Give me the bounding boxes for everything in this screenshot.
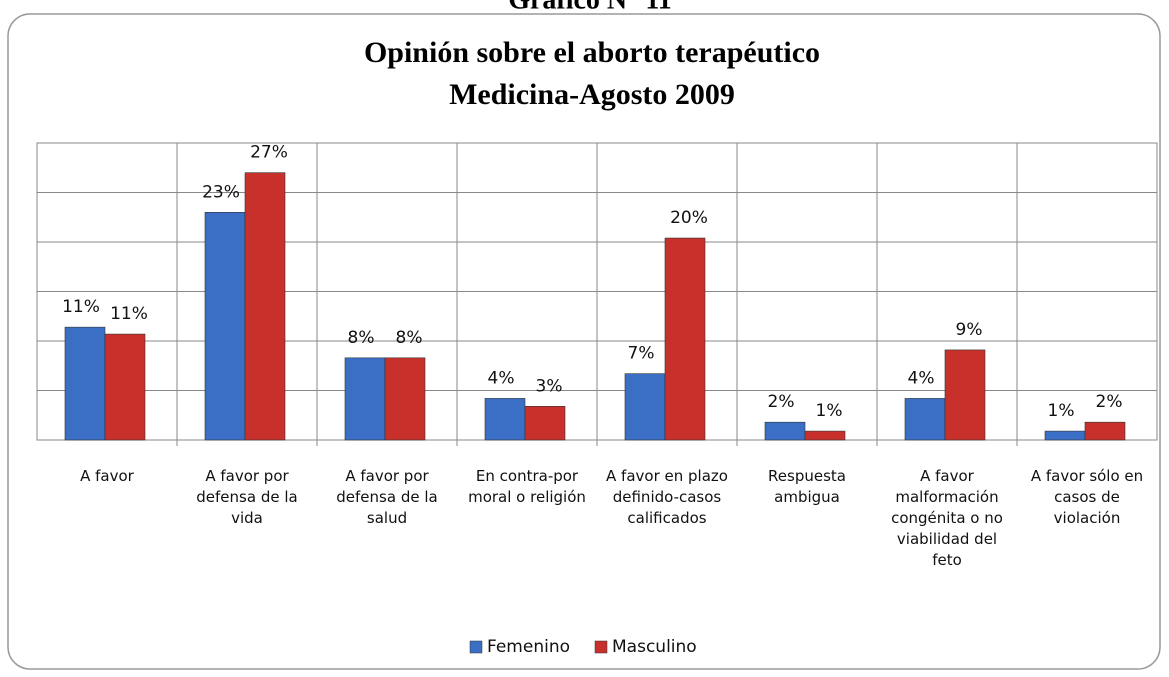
bar [244, 172, 286, 441]
chart-supertitle: Gráfico N° 11 [508, 0, 672, 15]
bar [104, 333, 146, 441]
chart-title: Opinión sobre el aborto terapéutico [364, 36, 820, 69]
bar [1044, 430, 1086, 441]
data-label: 2% [768, 392, 795, 412]
bar [624, 373, 666, 441]
legend-swatch [594, 640, 608, 654]
chart-subtitle: Medicina-Agosto 2009 [449, 78, 735, 111]
data-label: 11% [62, 297, 100, 317]
x-tick-label: En contra-por moral o religión [468, 467, 586, 506]
legend-label: Femenino [487, 637, 570, 657]
data-label: 3% [536, 376, 563, 396]
data-label: 11% [110, 304, 148, 324]
data-label: 8% [348, 328, 375, 348]
data-label: 9% [956, 320, 983, 340]
data-label: 20% [670, 208, 708, 228]
data-label: 23% [202, 182, 240, 202]
bar [804, 430, 846, 441]
bar [484, 398, 526, 441]
bar [384, 357, 426, 441]
x-tick-label: Respuesta ambigua [768, 467, 846, 506]
data-label: 4% [488, 368, 515, 388]
x-tick-label: A favor malformación congénita o no viab… [891, 467, 1003, 569]
bar [344, 357, 386, 441]
bar [904, 398, 946, 441]
data-label: 1% [1048, 401, 1075, 421]
data-label: 7% [628, 344, 655, 364]
legend-swatch [469, 640, 483, 654]
data-label: 2% [1096, 392, 1123, 412]
legend-label: Masculino [612, 637, 697, 657]
data-label: 27% [250, 143, 288, 163]
bar [204, 212, 246, 441]
data-label: 4% [908, 368, 935, 388]
x-tick-label: A favor [80, 467, 134, 485]
bar [524, 406, 566, 441]
bar [64, 326, 106, 441]
data-label: 1% [816, 401, 843, 421]
x-tick-label: A favor sólo en casos de violación [1030, 467, 1144, 527]
bar [944, 349, 986, 441]
bar [764, 421, 806, 441]
data-label: 8% [396, 328, 423, 348]
bar [664, 237, 706, 441]
x-tick-label: A favor por defensa de la vida [196, 467, 298, 527]
x-tick-label: A favor en plazo definido-casos califica… [606, 467, 728, 527]
x-tick-label: A favor por defensa de la salud [336, 467, 438, 527]
bar [1084, 421, 1126, 441]
